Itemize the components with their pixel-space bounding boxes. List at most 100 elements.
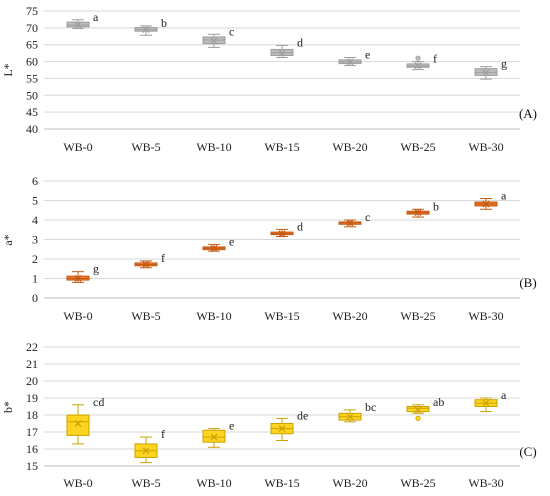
y-tick-label: 70	[26, 21, 38, 35]
box-WB-25: f	[406, 52, 437, 71]
y-tick-label: 20	[26, 374, 38, 388]
category-label: WB-5	[131, 476, 160, 490]
box-WB-20: e	[338, 48, 370, 67]
y-axis-title: a*	[1, 234, 15, 245]
significance-letter: f	[161, 251, 165, 265]
significance-letter: e	[229, 419, 234, 433]
category-label: WB-25	[400, 309, 435, 323]
category-label: WB-30	[468, 309, 503, 323]
box-WB-20: c	[338, 210, 370, 228]
mean-marker	[210, 244, 218, 252]
mean-marker	[278, 49, 286, 57]
mean-marker	[210, 37, 218, 45]
mean-marker	[346, 219, 354, 227]
category-label: WB-15	[264, 309, 299, 323]
box-body	[66, 414, 90, 436]
y-axis-title: L*	[1, 63, 15, 76]
y-tick-label: 60	[26, 55, 38, 69]
y-tick-label: 6	[32, 174, 38, 188]
significance-letter: cd	[93, 395, 104, 409]
significance-letter: d	[297, 35, 303, 49]
box-WB-0: cd	[66, 395, 104, 445]
category-label: WB-15	[264, 140, 299, 154]
significance-letter: c	[229, 24, 234, 38]
panel-3: 15 16 17 18 19 20 21 22 b* (C) cd WB-0 f WB-5 e WB-10 de…	[1, 340, 537, 490]
significance-letter: a	[501, 189, 507, 203]
significance-letter: e	[365, 48, 370, 62]
box-WB-5: f	[134, 251, 165, 269]
panel-2: 0 1 2 3 4 5 6 a* (B) g WB-0 f WB-5 e WB-10 d WB-15 c WB-20…	[1, 174, 537, 323]
significance-letter: f	[433, 52, 437, 66]
mean-marker	[142, 447, 150, 455]
mean-marker	[346, 58, 354, 66]
outlier-point	[415, 415, 421, 421]
mean-marker	[482, 69, 490, 77]
box-WB-30: g	[474, 57, 507, 80]
category-label: WB-0	[63, 309, 92, 323]
y-tick-label: 16	[26, 442, 38, 456]
significance-letter: bc	[365, 400, 376, 414]
box-WB-5: b	[134, 16, 167, 36]
significance-letter: ab	[433, 395, 444, 409]
y-tick-label: 40	[26, 122, 38, 136]
mean-marker	[142, 261, 150, 268]
panel-label: (C)	[519, 444, 536, 459]
mean-marker	[142, 26, 150, 34]
y-axis-title: b*	[1, 401, 15, 413]
y-tick-label: 1	[32, 272, 38, 286]
mean-marker	[74, 275, 82, 282]
y-tick-label: 5	[32, 194, 38, 208]
category-label: WB-25	[400, 140, 435, 154]
mean-marker	[414, 406, 422, 414]
y-tick-label: 45	[26, 105, 38, 119]
y-tick-label: 2	[32, 252, 38, 266]
mean-marker	[74, 21, 82, 29]
box-WB-10: c	[202, 24, 234, 48]
y-tick-label: 0	[32, 291, 38, 305]
significance-letter: d	[297, 219, 303, 233]
y-tick-label: 18	[26, 408, 38, 422]
panel-1: 40 45 50 55 60 65 70 75 L* (A) a WB-0 b WB-5 c WB-10 d WB…	[1, 4, 537, 154]
box-WB-10: e	[202, 234, 234, 252]
significance-letter: b	[161, 16, 167, 30]
significance-letter: b	[433, 199, 439, 213]
category-label: WB-30	[468, 476, 503, 490]
category-label: WB-0	[63, 140, 92, 154]
y-tick-label: 17	[26, 425, 38, 439]
category-label: WB-5	[131, 140, 160, 154]
box-WB-10: e	[202, 419, 234, 448]
category-label: WB-10	[196, 140, 231, 154]
mean-marker	[346, 413, 354, 421]
mean-marker	[414, 62, 422, 70]
box-WB-15: de	[270, 408, 308, 441]
box-WB-0: g	[66, 262, 99, 283]
box-WB-0: a	[66, 10, 99, 30]
significance-letter: e	[229, 234, 234, 248]
box-WB-15: d	[270, 219, 303, 238]
y-tick-label: 19	[26, 391, 38, 405]
category-label: WB-20	[332, 140, 367, 154]
box-WB-30: a	[474, 189, 507, 210]
category-label: WB-10	[196, 476, 231, 490]
box-WB-20: bc	[338, 400, 376, 423]
mean-marker	[210, 433, 218, 441]
significance-letter: a	[93, 10, 99, 24]
panel-label: (B)	[519, 275, 536, 290]
mean-marker	[278, 230, 286, 238]
y-tick-label: 50	[26, 88, 38, 102]
y-tick-label: 4	[32, 213, 38, 227]
panel-label: (A)	[519, 106, 537, 121]
box-WB-15: d	[270, 35, 303, 59]
significance-letter: g	[501, 57, 507, 71]
y-tick-label: 3	[32, 233, 38, 247]
box-WB-25: b	[406, 199, 439, 218]
y-tick-label: 65	[26, 38, 38, 52]
significance-letter: de	[297, 408, 308, 422]
mean-marker	[482, 399, 490, 407]
box-WB-5: f	[134, 427, 165, 464]
y-tick-label: 22	[26, 340, 38, 354]
mean-marker	[414, 209, 422, 217]
category-label: WB-10	[196, 309, 231, 323]
y-tick-label: 55	[26, 71, 38, 85]
